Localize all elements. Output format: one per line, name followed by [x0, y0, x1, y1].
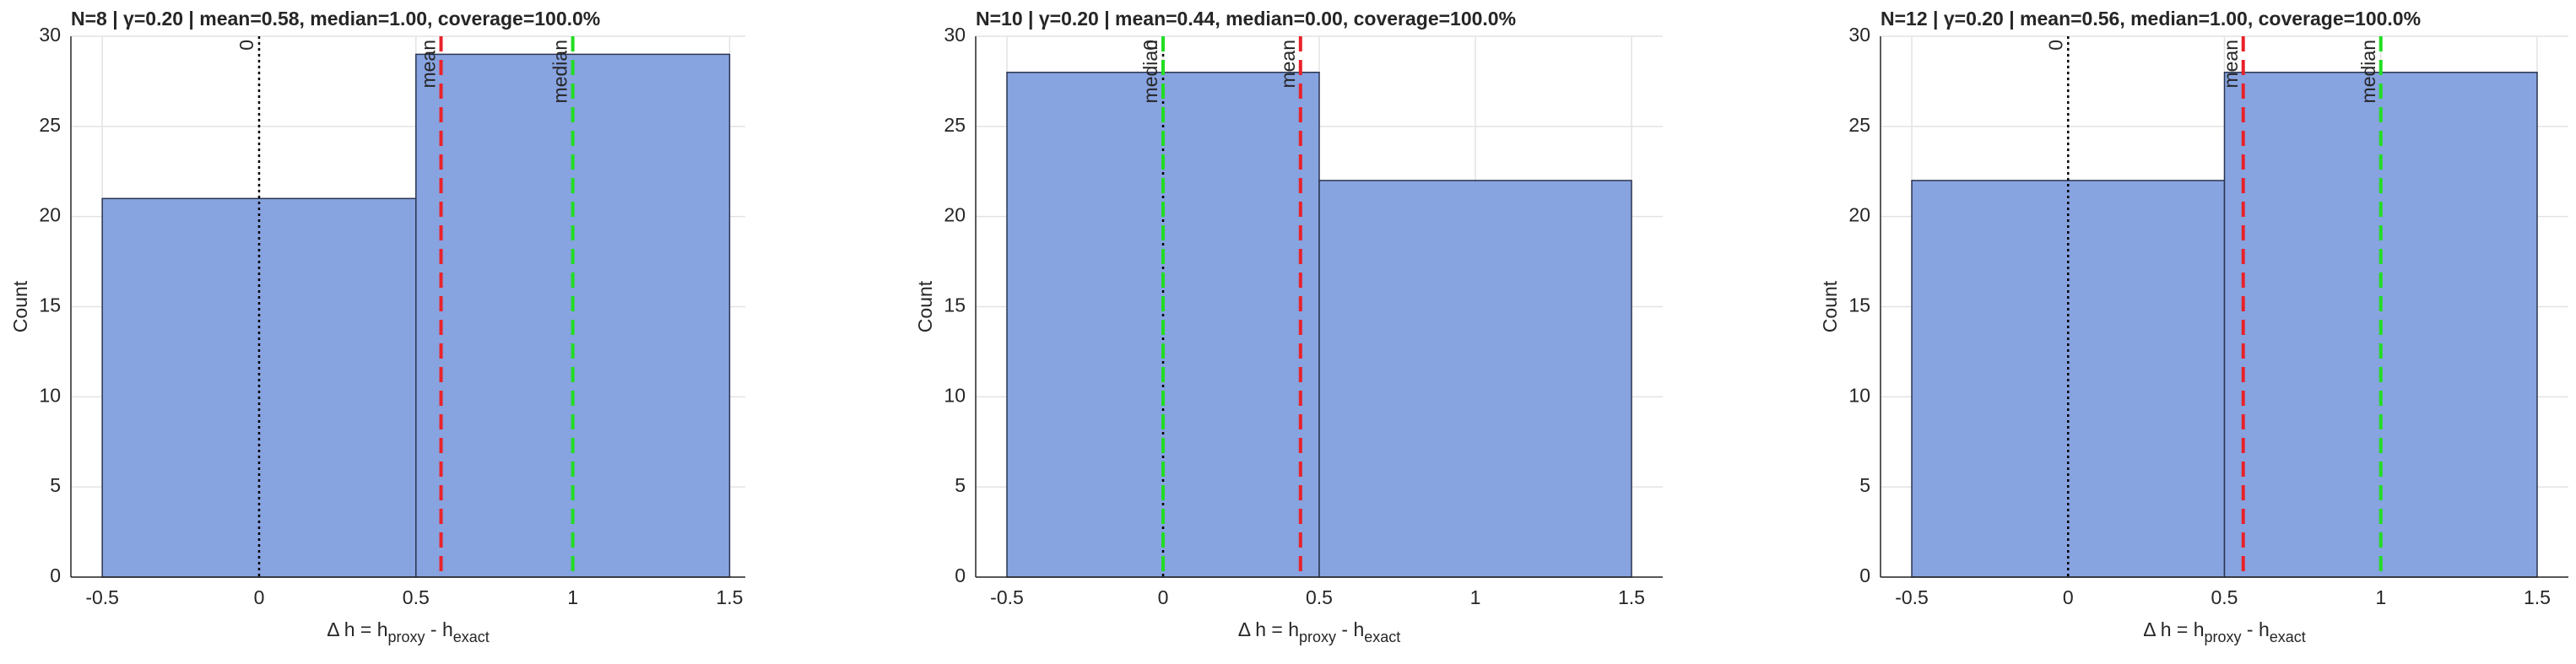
y-axis-label: Count [914, 280, 936, 332]
x-axis-label-subscript: proxy [1299, 629, 1336, 645]
bar [1911, 180, 2226, 578]
bar [1318, 180, 1632, 578]
y-tick-label: 25 [944, 114, 966, 136]
y-tick-label: 0 [50, 564, 61, 586]
chart-title: N=8 | γ=0.20 | mean=0.58, median=1.00, c… [71, 8, 600, 30]
x-axis-label: Δ h = hproxy - hexact [327, 618, 490, 645]
chart-title: N=10 | γ=0.20 | mean=0.44, median=0.00, … [976, 8, 1516, 30]
y-tick-label: 5 [50, 474, 61, 496]
x-axis-label-subscript: exact [2270, 629, 2306, 645]
reference-line-label: median [549, 40, 571, 103]
x-tick-label: 1.5 [1618, 586, 1645, 608]
y-tick-label: 10 [944, 384, 966, 406]
x-tick-label: 1.5 [2524, 586, 2551, 608]
y-tick-label: 10 [1848, 384, 1870, 406]
y-axis-label: Count [1819, 280, 1841, 332]
x-axis-label-subscript: proxy [388, 629, 425, 645]
reference-line-label: 0 [2044, 40, 2066, 51]
y-tick-label: 30 [1848, 24, 1870, 46]
reference-line-label: mean [1277, 40, 1299, 89]
y-tick-label: 0 [955, 564, 966, 586]
x-tick-label: 0 [254, 586, 265, 608]
x-axis-label-part: - h [1336, 618, 1364, 640]
y-tick-label: 0 [1859, 564, 1870, 586]
x-tick-label: 1 [2375, 586, 2386, 608]
y-tick-label: 15 [39, 294, 61, 316]
reference-line-label: 0 [235, 40, 257, 51]
x-axis-label-subscript: exact [1364, 629, 1400, 645]
reference-line-label: mean [2220, 40, 2242, 89]
x-axis-label-subscript: exact [453, 629, 490, 645]
x-axis-label-part: Δ h = h [1238, 618, 1299, 640]
x-tick-label: 0.5 [403, 586, 430, 608]
y-tick-label: 30 [944, 24, 966, 46]
x-tick-label: 0 [1158, 586, 1169, 608]
reference-line-label: median [2357, 40, 2379, 103]
x-tick-label: -0.5 [990, 586, 1024, 608]
y-tick-label: 5 [955, 474, 966, 496]
reference-line-label: mean [418, 40, 440, 89]
x-axis-label-part: Δ h = h [2143, 618, 2204, 640]
x-tick-label: -0.5 [1895, 586, 1929, 608]
reference-line-label: 0 [1139, 40, 1161, 51]
y-tick-label: 10 [39, 384, 61, 406]
y-tick-label: 5 [1859, 474, 1870, 496]
x-axis-label-part: - h [425, 618, 453, 640]
y-tick-label: 25 [39, 114, 61, 136]
x-axis-label-part: Δ h = h [327, 618, 387, 640]
x-tick-label: 1 [567, 586, 578, 608]
x-axis-label: Δ h = hproxy - hexact [1238, 618, 1401, 645]
x-axis-label: Δ h = hproxy - hexact [2143, 618, 2306, 645]
y-tick-label: 15 [944, 294, 966, 316]
reference-line-label: median [1139, 40, 1161, 103]
y-tick-label: 20 [944, 204, 966, 226]
x-tick-label: 0 [2063, 586, 2074, 608]
x-tick-label: 1 [1470, 586, 1481, 608]
y-tick-label: 20 [39, 204, 61, 226]
x-tick-label: -0.5 [85, 586, 119, 608]
y-tick-label: 30 [39, 24, 61, 46]
chart-title: N=12 | γ=0.20 | mean=0.56, median=1.00, … [1881, 8, 2421, 30]
y-tick-label: 25 [1848, 114, 1870, 136]
x-tick-label: 0.5 [1306, 586, 1333, 608]
x-tick-label: 1.5 [716, 586, 743, 608]
y-tick-label: 20 [1848, 204, 1870, 226]
x-tick-label: 0.5 [2211, 586, 2238, 608]
y-tick-label: 15 [1848, 294, 1870, 316]
x-axis-label-part: - h [2242, 618, 2270, 640]
y-axis-label: Count [9, 280, 31, 332]
x-axis-label-subscript: proxy [2205, 629, 2242, 645]
